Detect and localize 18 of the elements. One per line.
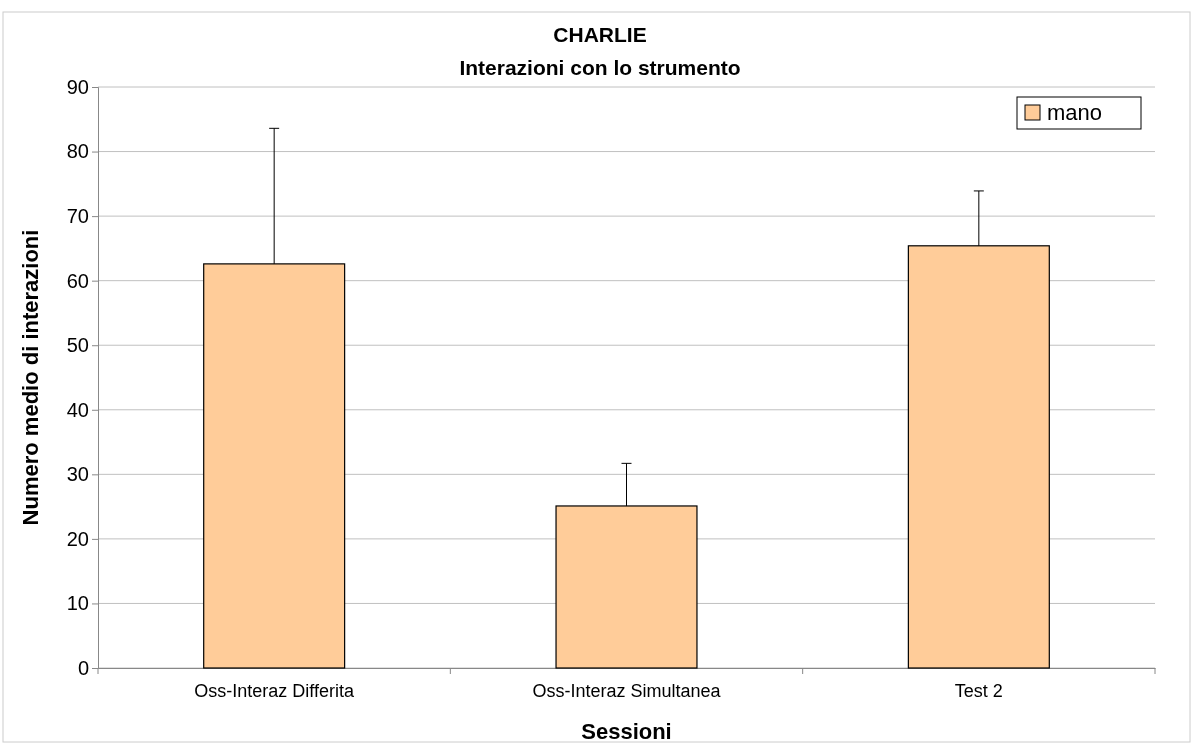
x-tick-label: Test 2 xyxy=(954,680,1003,701)
chart-title: CHARLIE xyxy=(553,23,647,46)
x-axis-title: Sessioni xyxy=(581,719,672,744)
y-axis-title: Numero medio di interazioni xyxy=(18,229,43,526)
y-tick-label: 50 xyxy=(66,334,89,357)
y-tick-label: 10 xyxy=(66,592,89,615)
y-tick-label: 70 xyxy=(66,205,89,228)
y-tick-label: 40 xyxy=(66,398,89,421)
y-tick-label: 60 xyxy=(66,269,89,292)
y-tick-label: 80 xyxy=(66,140,89,163)
y-tick-label: 30 xyxy=(66,463,89,486)
chart-subtitle: Interazioni con lo strumento xyxy=(459,56,741,79)
y-tick-label: 0 xyxy=(77,656,89,679)
y-tick-label: 90 xyxy=(66,75,89,98)
y-tick-label: 20 xyxy=(66,527,89,550)
legend-label: mano xyxy=(1047,100,1103,125)
x-tick-label: Oss-Interaz Simultanea xyxy=(532,680,722,701)
x-tick-label: Oss-Interaz Differita xyxy=(194,680,356,701)
